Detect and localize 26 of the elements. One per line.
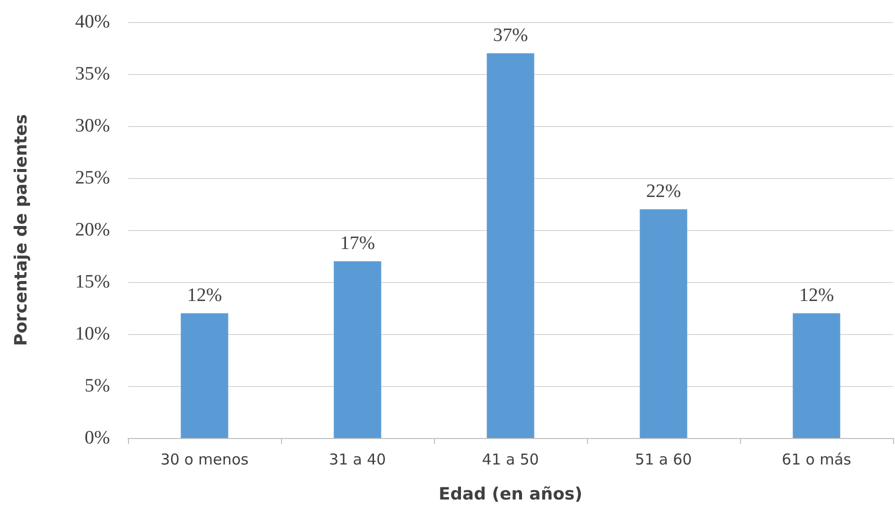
data-label: 22% bbox=[646, 181, 682, 202]
y-tick-label: 30% bbox=[75, 116, 110, 136]
y-tick-label: 40% bbox=[75, 12, 110, 32]
x-tick-label: 51 a 60 bbox=[635, 450, 692, 468]
bar bbox=[640, 209, 688, 438]
data-label: 12% bbox=[799, 285, 834, 306]
bar bbox=[180, 313, 228, 438]
y-axis-title: Porcentaje de pacientes bbox=[12, 114, 32, 346]
x-tick-label: 41 a 50 bbox=[482, 450, 539, 468]
x-tick-label: 31 a 40 bbox=[329, 450, 386, 468]
data-label: 17% bbox=[340, 233, 376, 254]
bar bbox=[792, 313, 840, 438]
x-tick-label: 30 o menos bbox=[160, 450, 249, 468]
y-tick-label: 20% bbox=[75, 220, 110, 240]
x-axis-title: Edad (en años) bbox=[438, 484, 582, 504]
data-label: 37% bbox=[493, 25, 528, 46]
data-label: 12% bbox=[187, 285, 222, 306]
y-tick-label: 0% bbox=[84, 428, 110, 448]
x-tick-label: 61 o más bbox=[782, 450, 852, 468]
y-tick-label: 5% bbox=[84, 376, 110, 396]
bar bbox=[334, 261, 382, 438]
y-tick-label: 15% bbox=[75, 272, 110, 292]
y-tick-label: 25% bbox=[75, 168, 110, 188]
bar bbox=[486, 53, 534, 438]
y-tick-label: 35% bbox=[75, 64, 110, 84]
y-tick-label: 10% bbox=[75, 324, 110, 344]
